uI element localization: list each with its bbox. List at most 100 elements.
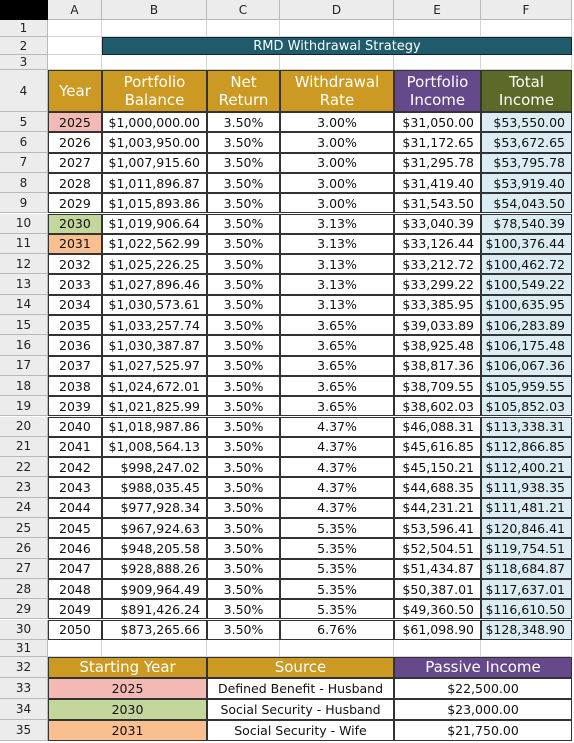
table-cell: 2039: [48, 396, 102, 417]
table-cell: 3.50%: [207, 274, 280, 295]
table-cell: $53,672.65: [481, 132, 572, 153]
table-cell: 2045: [48, 518, 102, 539]
table-cell: 2041: [48, 436, 102, 458]
table-cell: $1,030,573.61: [102, 294, 207, 315]
table-cell: 3.00%: [280, 112, 394, 133]
row-header: 29: [0, 599, 48, 620]
column-title: Total Income: [481, 70, 572, 112]
table-cell: 2037: [48, 355, 102, 376]
table-cell: 3.65%: [280, 355, 394, 376]
table-cell: $33,212.72: [394, 254, 481, 275]
table-cell: 3.50%: [207, 315, 280, 336]
table-cell: $39,033.89: [394, 315, 481, 336]
table-cell: 2026: [48, 132, 102, 153]
table-cell: 2046: [48, 538, 102, 559]
table-cell: $1,019,906.64: [102, 213, 207, 234]
summary-header: Starting Year: [48, 656, 207, 678]
table-cell: 3.00%: [280, 193, 394, 214]
table-cell: 2033: [48, 274, 102, 295]
table-cell: $49,360.50: [394, 599, 481, 620]
empty-cell: [48, 639, 102, 657]
table-cell: 2028: [48, 172, 102, 194]
table-cell: $1,008,564.13: [102, 436, 207, 458]
table-cell: $51,434.87: [394, 558, 481, 579]
row-header: 13: [0, 274, 48, 295]
table-cell: 5.35%: [280, 558, 394, 579]
row-header: 33: [0, 677, 48, 699]
table-cell: 2032: [48, 254, 102, 275]
empty-cell: [48, 20, 102, 37]
row-header: 31: [0, 639, 48, 657]
table-cell: $106,175.48: [481, 335, 572, 356]
table-cell: $33,385.95: [394, 294, 481, 315]
summary-cell: 2031: [48, 719, 207, 741]
table-cell: 3.50%: [207, 477, 280, 498]
table-cell: $53,919.40: [481, 172, 572, 194]
row-header: 35: [0, 719, 48, 741]
empty-cell: [102, 20, 207, 37]
empty-cell: [280, 55, 394, 70]
table-cell: 6.76%: [280, 619, 394, 640]
summary-cell: $22,500.00: [394, 677, 572, 699]
table-cell: $53,596.41: [394, 518, 481, 539]
summary-cell: $23,000.00: [394, 698, 572, 720]
empty-cell: [48, 55, 102, 70]
column-title: Withdrawal Rate: [280, 70, 394, 112]
column-header: B: [102, 0, 207, 20]
table-cell: 2025: [48, 112, 102, 133]
table-cell: $1,027,525.97: [102, 355, 207, 376]
table-cell: $100,635.95: [481, 294, 572, 315]
table-cell: 3.50%: [207, 396, 280, 417]
table-cell: 2040: [48, 416, 102, 437]
table-cell: 2042: [48, 457, 102, 478]
table-cell: $33,040.39: [394, 213, 481, 234]
table-cell: 3.50%: [207, 193, 280, 214]
table-cell: $46,088.31: [394, 416, 481, 437]
table-cell: $977,928.34: [102, 497, 207, 518]
table-cell: $61,098.90: [394, 619, 481, 640]
empty-cell: [207, 20, 280, 37]
empty-cell: [102, 639, 207, 657]
table-cell: 3.50%: [207, 233, 280, 255]
table-cell: $928,888.26: [102, 558, 207, 579]
table-cell: $128,348.90: [481, 619, 572, 640]
row-header: 30: [0, 619, 48, 640]
empty-cell: [280, 639, 394, 657]
empty-cell: [481, 20, 572, 37]
table-cell: $1,011,896.87: [102, 172, 207, 194]
table-cell: $78,540.39: [481, 213, 572, 234]
table-cell: 2048: [48, 578, 102, 600]
table-cell: $44,688.35: [394, 477, 481, 498]
summary-cell: 2025: [48, 677, 207, 699]
table-cell: $100,549.22: [481, 274, 572, 295]
table-cell: 3.50%: [207, 558, 280, 579]
table-cell: 2031: [48, 233, 102, 255]
table-cell: $113,338.31: [481, 416, 572, 437]
column-title: Net Return: [207, 70, 280, 112]
table-cell: $105,959.55: [481, 375, 572, 397]
table-cell: 2030: [48, 213, 102, 234]
table-cell: 3.50%: [207, 132, 280, 153]
table-cell: 3.50%: [207, 436, 280, 458]
table-cell: $31,543.50: [394, 193, 481, 214]
empty-cell: [48, 37, 102, 55]
table-cell: $33,299.22: [394, 274, 481, 295]
table-cell: $118,684.87: [481, 558, 572, 579]
empty-cell: [207, 639, 280, 657]
table-cell: 3.50%: [207, 375, 280, 397]
table-cell: 3.50%: [207, 294, 280, 315]
table-cell: $38,709.55: [394, 375, 481, 397]
row-header: 22: [0, 457, 48, 478]
table-cell: $106,067.36: [481, 355, 572, 376]
table-cell: 2035: [48, 315, 102, 336]
summary-cell: Social Security - Husband: [207, 698, 394, 720]
table-cell: $112,866.85: [481, 436, 572, 458]
table-cell: 2027: [48, 152, 102, 173]
table-cell: 3.50%: [207, 152, 280, 173]
table-cell: 3.50%: [207, 518, 280, 539]
table-cell: $120,846.41: [481, 518, 572, 539]
table-cell: $116,610.50: [481, 599, 572, 620]
row-header: 20: [0, 416, 48, 437]
row-header: 11: [0, 233, 48, 255]
